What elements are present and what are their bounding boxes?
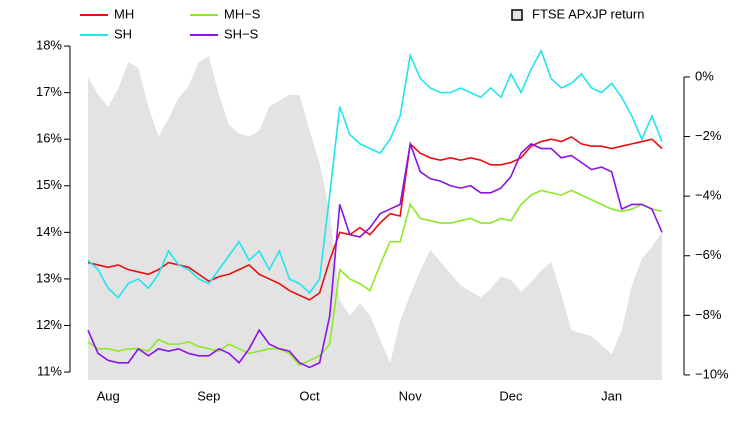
y-tick-label: 13% — [36, 270, 62, 285]
legend-label: SH−S — [224, 26, 259, 41]
y2-tick-label: −2% — [695, 128, 722, 143]
y-tick-label: 11% — [37, 364, 62, 379]
y2-tick-label: 0% — [695, 68, 714, 83]
y-tick-label: 17% — [36, 84, 62, 99]
line — [87, 48, 663, 299]
legend-label: FTSE APxJP return — [532, 6, 644, 21]
legend-swatch — [511, 9, 523, 21]
line — [87, 140, 663, 369]
legend-label: SH — [114, 26, 132, 41]
x-tick-label: Oct — [299, 388, 320, 403]
y-tick-label: 12% — [36, 317, 62, 332]
area — [88, 56, 662, 380]
y-tick-label: 18% — [36, 37, 62, 52]
y-tick-label: 15% — [36, 177, 62, 192]
x-tick-label: Jan — [601, 388, 622, 403]
y2-tick-label: −4% — [695, 188, 722, 203]
x-tick-label: Aug — [97, 388, 120, 403]
y2-tick-label: −6% — [695, 247, 722, 262]
y-tick-label: 14% — [36, 224, 62, 239]
y-tick-label: 16% — [36, 131, 62, 146]
line — [87, 189, 663, 367]
y2-tick-label: −8% — [695, 307, 722, 322]
legend-label: MH — [114, 6, 134, 21]
y2-tick-label: −10% — [695, 366, 729, 381]
legend-label: MH−S — [224, 6, 261, 21]
x-tick-label: Dec — [499, 388, 523, 403]
x-tick-label: Sep — [197, 388, 220, 403]
x-tick-label: Nov — [399, 388, 423, 403]
line — [87, 135, 663, 301]
